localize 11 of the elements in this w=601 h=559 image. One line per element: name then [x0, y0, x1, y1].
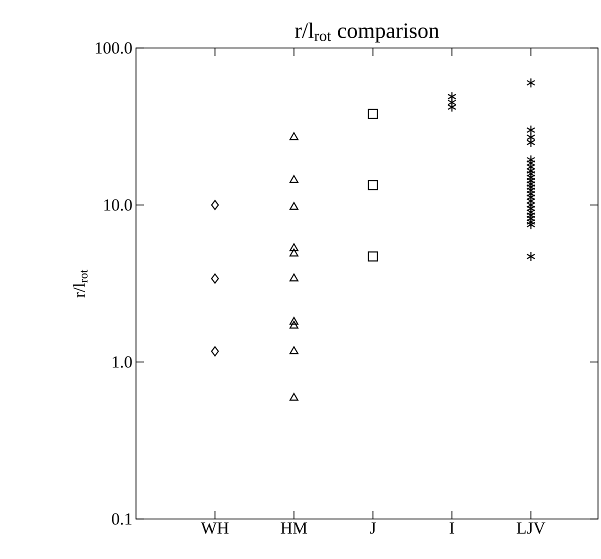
y-tick-label: 10.0: [104, 199, 132, 211]
x-tick-label: WH: [200, 522, 229, 534]
x-tick-label: I: [450, 522, 454, 534]
y-tick-label: 1.0: [112, 356, 132, 368]
y-axis-title: r/l$_{rot}$: [73, 270, 88, 298]
x-tick-label: J: [370, 522, 376, 534]
x-tick-label: HM: [280, 522, 308, 534]
y-tick-label: 0.1: [112, 513, 132, 525]
chart-title: r/l$_{rot}$ comparison: [295, 22, 440, 43]
x-tick-label: LJV: [516, 522, 546, 534]
y-tick-label: 100.0: [96, 42, 132, 54]
